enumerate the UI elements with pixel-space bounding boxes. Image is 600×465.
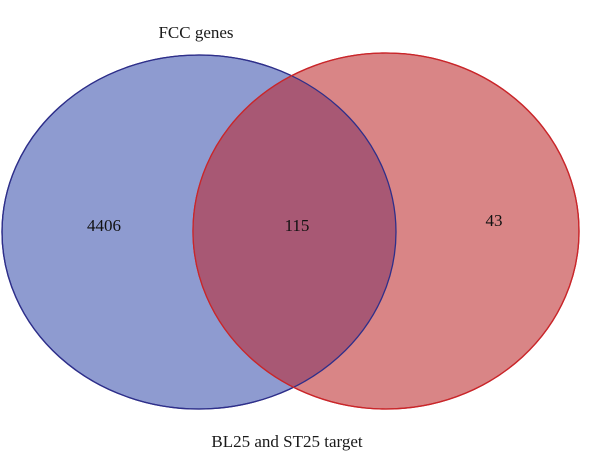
- set-bl25-st25-target-outline: [192, 52, 580, 410]
- count-right-only: 43: [486, 211, 503, 230]
- set-label-fcc-genes: FCC genes: [158, 23, 233, 42]
- count-left-only: 4406: [87, 216, 121, 235]
- intersection-region: [193, 55, 396, 409]
- set-fcc-genes-outline: [1, 54, 397, 410]
- count-intersection: 115: [285, 216, 310, 235]
- set-label-bl25-st25-target: BL25 and ST25 target: [211, 432, 363, 451]
